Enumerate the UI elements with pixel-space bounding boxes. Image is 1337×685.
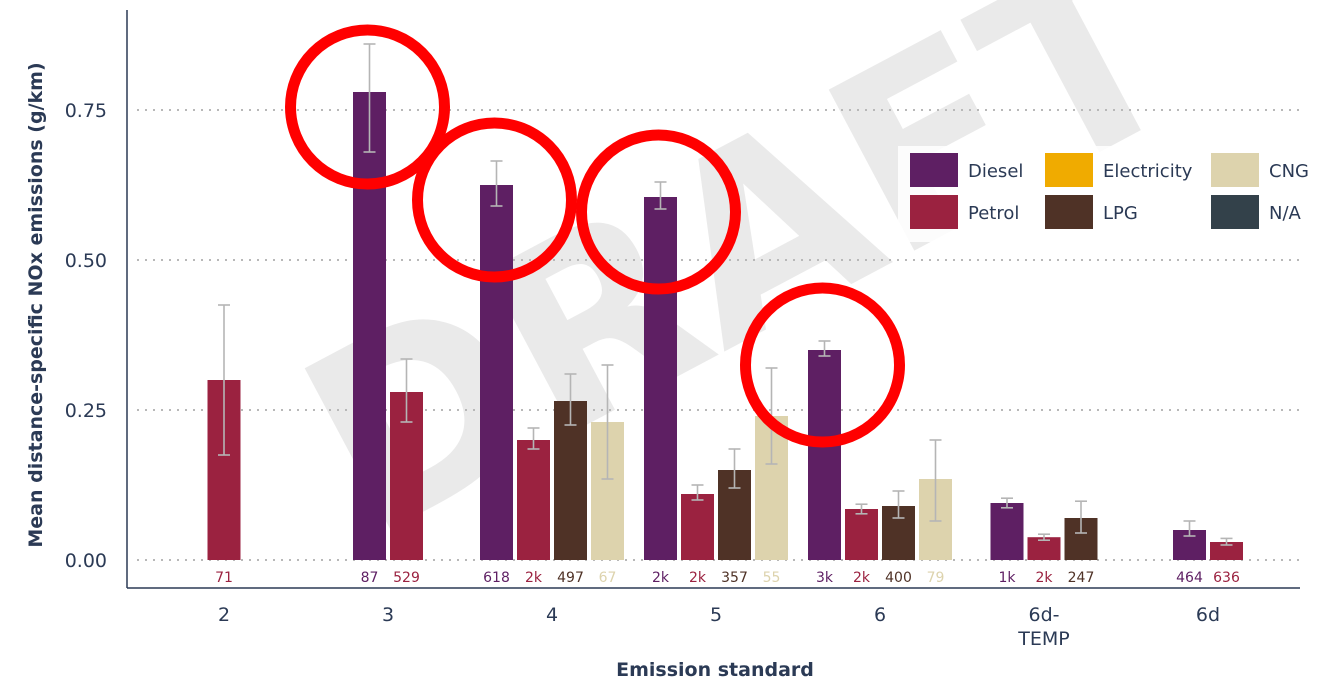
legend-swatch [910, 195, 958, 229]
bar-6-petrol [845, 509, 878, 560]
legend-item-na: N/A [1211, 195, 1302, 229]
error-bar [654, 181, 667, 210]
bar-4-diesel [480, 185, 513, 560]
error-bar [527, 427, 540, 450]
bar-5-petrol [681, 494, 714, 560]
legend-label: LPG [1103, 203, 1138, 224]
error-bar [1001, 497, 1013, 509]
legend-label: Diesel [968, 161, 1023, 182]
legend-label: Petrol [968, 203, 1019, 224]
bar-6d-petrol [1210, 542, 1243, 560]
error-bar [218, 304, 230, 456]
highlight-circles [285, 24, 905, 448]
count-label: 3k [816, 570, 834, 586]
legend-item-lpg: LPG [1045, 195, 1138, 229]
legend-swatch [910, 153, 958, 187]
highlight-circle-5 [576, 129, 741, 295]
legend-item-diesel: Diesel [910, 153, 1023, 187]
bar-5-diesel [644, 197, 677, 560]
count-label: 2k [525, 570, 543, 586]
count-label: 2k [652, 570, 670, 586]
x-category-label: 6d- [1028, 604, 1059, 626]
count-labels: 71 87 529 618 2k 497 67 2k 2k 357 55 3k 2k 400 79 1k 2k 2… [215, 570, 1240, 586]
error-bar [818, 340, 831, 357]
x-category-label: 3 [382, 604, 394, 626]
count-label: 55 [763, 570, 781, 586]
legend-label: N/A [1269, 203, 1302, 224]
bars [207, 43, 1243, 560]
legend-label: CNG [1269, 161, 1309, 182]
count-label: 71 [215, 570, 233, 586]
bar-3-diesel [353, 92, 386, 560]
count-label: 529 [393, 570, 420, 586]
count-label: 464 [1176, 570, 1203, 586]
error-bar [363, 43, 376, 153]
x-category-labels: 2 3 4 5 6 6d-TEMP 6d [218, 604, 1220, 650]
x-category-label: 5 [710, 604, 722, 626]
legend-item-petrol: Petrol [910, 195, 1019, 229]
legend-swatch [1045, 195, 1093, 229]
count-label: 247 [1068, 570, 1095, 586]
count-label: 2k [689, 570, 707, 586]
count-label: 67 [599, 570, 617, 586]
bar-6d-temp-diesel [990, 503, 1024, 560]
count-label: 400 [885, 570, 912, 586]
bar-4-petrol [517, 440, 550, 560]
highlight-circle-3 [285, 24, 450, 190]
y-tick-labels: 0.00 0.25 0.50 0.75 [65, 100, 107, 572]
highlight-circle-6 [740, 282, 905, 448]
highlight-circle-4 [412, 117, 577, 283]
count-label: 79 [927, 570, 945, 586]
legend-swatch [1211, 153, 1259, 187]
x-axis-title: Emission standard [616, 659, 814, 681]
x-category-label: 4 [546, 604, 558, 626]
legend-swatch [1211, 195, 1259, 229]
error-bar [892, 490, 905, 519]
x-category-label: TEMP [1017, 628, 1069, 650]
count-label: 87 [361, 570, 379, 586]
error-bar [855, 503, 868, 515]
y-tick-label: 0.50 [65, 250, 107, 272]
gridlines [137, 109, 1300, 561]
count-label: 1k [998, 570, 1016, 586]
error-bar [564, 373, 577, 426]
bar-6d-temp-petrol [1027, 537, 1061, 560]
y-axis-title: Mean distance-specific NOx emissions (g/… [25, 62, 47, 547]
y-tick-label: 0.75 [65, 100, 107, 122]
error-bar [728, 448, 741, 489]
bar-6-diesel [808, 350, 841, 560]
error-bar [1220, 537, 1233, 546]
legend: Diesel Petrol Electricity LPG CNG N/A [898, 146, 1326, 242]
legend-label: Electricity [1103, 161, 1193, 182]
error-bar [601, 364, 614, 480]
error-bar [400, 358, 413, 423]
count-label: 2k [853, 570, 871, 586]
error-bar [691, 484, 704, 501]
error-bar [1183, 520, 1196, 537]
count-label: 618 [483, 570, 510, 586]
error-bar [1038, 533, 1050, 542]
error-bar [929, 439, 942, 522]
x-category-label: 2 [218, 604, 230, 626]
count-label: 636 [1213, 570, 1240, 586]
legend-item-cng: CNG [1211, 153, 1309, 187]
x-category-label: 6 [874, 604, 886, 626]
y-tick-label: 0.00 [65, 550, 107, 572]
x-category-label: 6d [1196, 604, 1220, 626]
legend-item-electricity: Electricity [1045, 153, 1193, 187]
bar-4-lpg [554, 401, 587, 560]
legend-swatch [1045, 153, 1093, 187]
count-label: 2k [1035, 570, 1053, 586]
count-label: 357 [721, 570, 748, 586]
error-bar [490, 160, 503, 207]
error-bar [1075, 500, 1087, 534]
y-tick-label: 0.25 [65, 400, 107, 422]
count-label: 497 [557, 570, 584, 586]
